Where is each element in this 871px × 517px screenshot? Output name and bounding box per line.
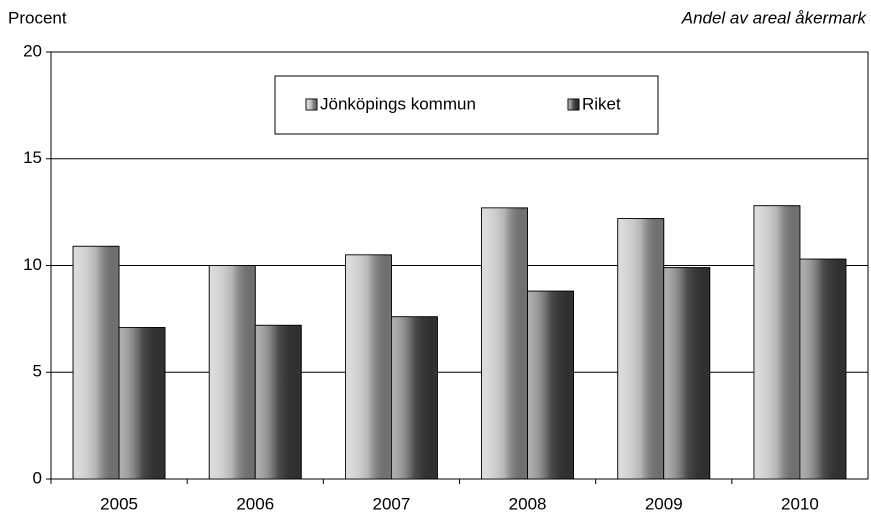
x-tick-label: 2008 xyxy=(509,494,547,513)
x-tick-label: 2010 xyxy=(781,494,819,513)
y-tick-label: 15 xyxy=(23,148,42,167)
legend-swatch-shade xyxy=(567,98,580,111)
x-tick-label: 2009 xyxy=(645,494,683,513)
bar-shade xyxy=(481,207,528,480)
legend-box xyxy=(274,75,659,135)
bar-shade xyxy=(391,316,438,480)
bar-shade xyxy=(663,267,711,480)
bar-shade xyxy=(345,254,392,480)
bar-shade xyxy=(208,265,256,480)
bar-shade xyxy=(799,258,847,480)
y-tick-label: 20 xyxy=(23,41,42,60)
x-tick-label: 2006 xyxy=(236,494,274,513)
bar-shade xyxy=(617,218,665,480)
legend-label: Riket xyxy=(582,94,621,113)
bar-shade xyxy=(72,245,120,480)
chart-subtitle: Andel av areal åkermark xyxy=(681,8,868,27)
bar-shade xyxy=(118,327,166,480)
y-axis-label: Procent xyxy=(8,8,67,27)
bar-shade xyxy=(254,324,302,480)
y-tick-label: 0 xyxy=(33,468,42,487)
x-tick-label: 2005 xyxy=(100,494,138,513)
legend-label: Jönköpings kommun xyxy=(320,94,476,113)
x-tick-label: 2007 xyxy=(373,494,411,513)
bar-shade xyxy=(527,290,574,480)
y-tick-label: 10 xyxy=(23,255,42,274)
legend-swatch-shade xyxy=(305,98,318,111)
y-tick-label: 5 xyxy=(33,362,42,381)
bar-shade xyxy=(753,205,801,480)
